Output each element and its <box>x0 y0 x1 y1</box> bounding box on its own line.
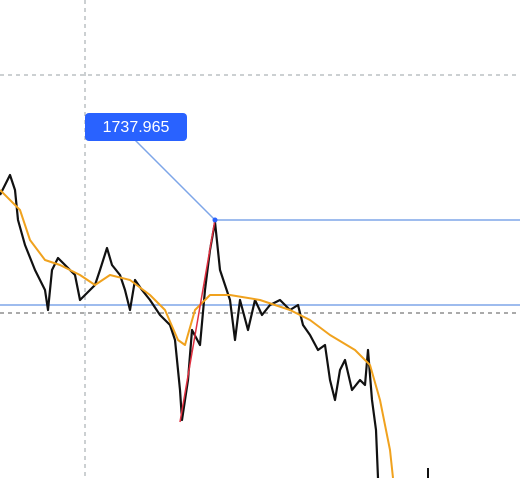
label-connector <box>134 139 216 221</box>
price-label-box <box>85 113 187 141</box>
price-series <box>0 173 380 478</box>
moving-average <box>0 189 394 478</box>
anchor-point <box>212 217 218 223</box>
price-label: 1737.965 <box>103 119 170 136</box>
trend-line <box>179 219 216 423</box>
